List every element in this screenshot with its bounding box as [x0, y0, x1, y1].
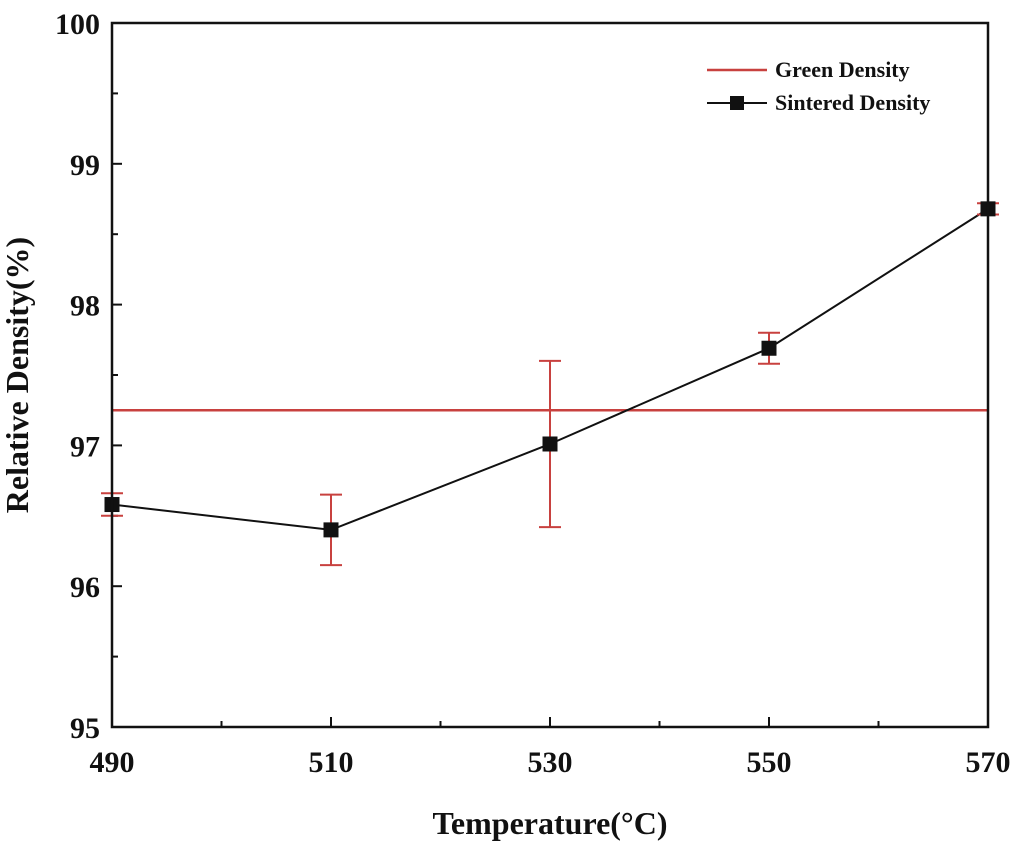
y-tick-label: 97 [70, 430, 100, 463]
data-point-marker [761, 340, 777, 356]
y-tick-label: 99 [70, 149, 100, 182]
x-tick-label: 510 [309, 746, 354, 779]
legend-sintered-label: Sintered Density [775, 90, 930, 115]
x-tick-label: 530 [528, 746, 573, 779]
data-point-marker [542, 436, 558, 452]
y-tick-label: 95 [70, 712, 100, 745]
x-axis-title: Temperature(°C) [433, 805, 668, 841]
y-tick-label: 96 [70, 571, 100, 604]
x-tick-label: 570 [966, 746, 1011, 779]
x-tick-label: 550 [747, 746, 792, 779]
legend-sintered-marker [730, 96, 744, 110]
y-tick-label: 98 [70, 290, 100, 323]
plot-frame [110, 21, 990, 729]
data-group [101, 201, 999, 567]
legend: Green Density Sintered Density [707, 57, 930, 115]
y-axis-title: Relative Density(%) [0, 237, 35, 513]
tick-group: 490 510 530 550 570 95 96 97 98 99 100 [55, 8, 1011, 779]
x-tick-label: 490 [90, 746, 135, 779]
legend-green-label: Green Density [775, 57, 910, 82]
data-point-marker [323, 522, 339, 538]
y-tick-label: 100 [55, 8, 100, 41]
